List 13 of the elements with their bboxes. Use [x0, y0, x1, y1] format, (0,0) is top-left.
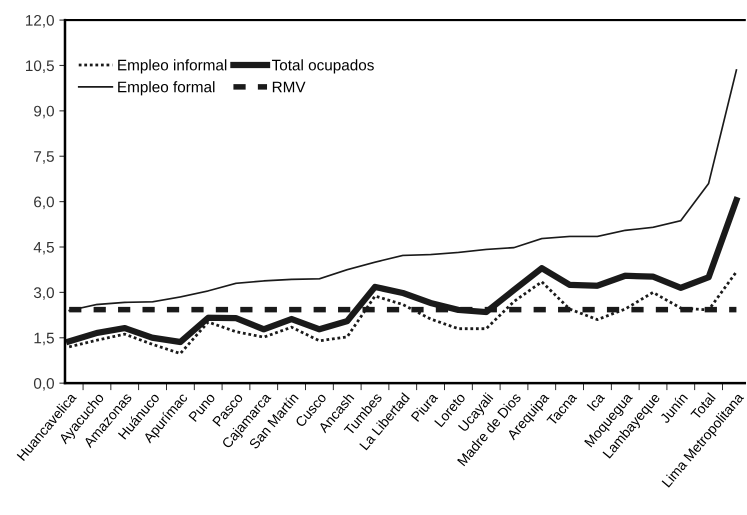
legend-label: Empleo informal: [118, 59, 226, 74]
y-tick-label: 0,0: [34, 378, 54, 391]
legend-label: Total ocupados: [272, 59, 374, 74]
y-tick-label: 10,5: [26, 60, 54, 73]
legend-label: RMV: [272, 82, 306, 92]
y-tick-label: 7,5: [34, 151, 54, 164]
y-tick-label: 3,0: [34, 287, 54, 300]
y-tick-label: 1,5: [34, 332, 54, 346]
y-tick-label: 9,0: [34, 106, 54, 118]
y-tick-label: 6,0: [34, 196, 54, 210]
y-tick-label: 4,5: [34, 242, 54, 254]
legend-label: Empleo formal: [118, 81, 214, 96]
y-tick-label: 12,0: [26, 14, 54, 28]
